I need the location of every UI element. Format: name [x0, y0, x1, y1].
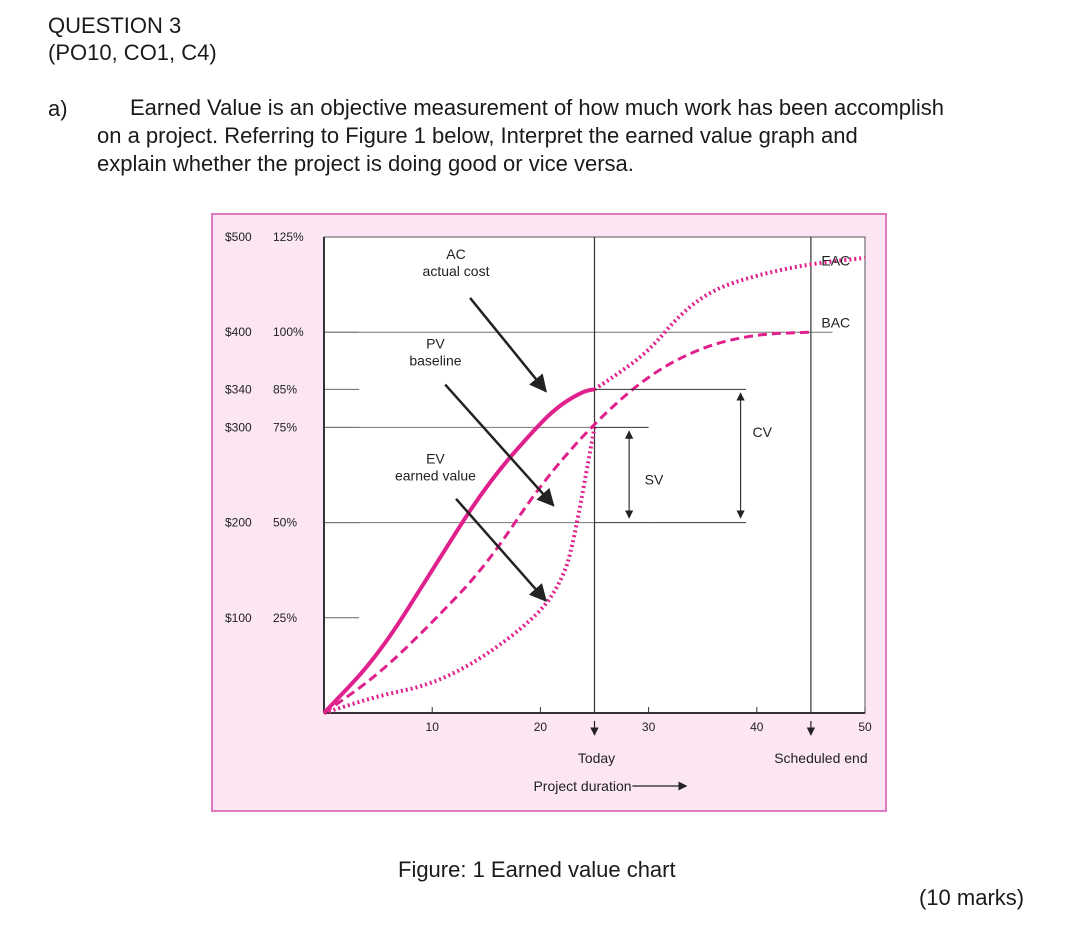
y-tick-money: $340 — [225, 382, 252, 396]
y-tick-money: $300 — [225, 420, 252, 434]
series-ac-label: AC — [446, 246, 465, 262]
question-text: Earned Value is an objective measurement… — [97, 94, 1057, 178]
y-tick-pct: 50% — [273, 516, 297, 530]
today-label: Today — [578, 750, 615, 766]
question-text-line-1: Earned Value is an objective measurement… — [130, 95, 945, 120]
question-heading: QUESTION 3 — [48, 13, 182, 38]
x-tick-label: 10 — [426, 720, 440, 734]
x-axis-title: Project duration — [533, 778, 631, 794]
bac-label: BAC — [821, 314, 850, 330]
y-tick-pct: 85% — [273, 382, 297, 396]
series-ev-sublabel: earned value — [395, 468, 476, 484]
x-tick-label: 50 — [858, 720, 872, 734]
y-tick-pct: 75% — [273, 420, 297, 434]
series-eac-forecast-curve — [593, 255, 866, 391]
series-ac-pointer — [469, 297, 547, 393]
figure-frame: $500 125% $400 100% $340 85% $300 75% $200 50% $10… — [211, 213, 887, 812]
series-pv-curve — [323, 330, 811, 715]
series-ev-pointer — [455, 497, 547, 602]
y-tick-money: $100 — [225, 611, 252, 625]
y-tick-pct: 125% — [273, 230, 304, 244]
question-text-line-3: explain whether the project is doing goo… — [97, 151, 634, 176]
eac-label: EAC — [821, 253, 850, 269]
part-label: a) — [48, 96, 68, 121]
series-pv-label: PV — [426, 335, 445, 351]
series-ac-sublabel: actual cost — [423, 263, 490, 279]
series-ac-curve — [322, 387, 595, 715]
earned-value-chart: $500 125% $400 100% $340 85% $300 75% $200 50% $10… — [225, 230, 872, 794]
question-text-line-2: on a project. Referring to Figure 1 belo… — [97, 123, 858, 148]
question-codes: (PO10, CO1, C4) — [48, 40, 217, 65]
series-pv-pointer — [444, 383, 555, 507]
y-tick-pct: 100% — [273, 325, 304, 339]
y-tick-money: $200 — [225, 516, 252, 530]
y-tick-money: $500 — [225, 230, 252, 244]
marks-label: (10 marks) — [919, 885, 1025, 910]
cv-label: CV — [752, 424, 772, 440]
question-header: QUESTION 3 (PO10, CO1, C4) — [48, 12, 217, 66]
sv-label: SV — [645, 472, 664, 488]
series-ev-label: EV — [426, 451, 445, 467]
scheduled-end-label: Scheduled end — [774, 750, 867, 766]
x-tick-label: 20 — [534, 720, 548, 734]
y-tick-money: $400 — [225, 325, 252, 339]
y-tick-pct: 25% — [273, 611, 297, 625]
x-tick-label: 40 — [750, 720, 764, 734]
figure-caption: Figure: 1 Earned value chart — [398, 857, 676, 882]
x-tick-label: 30 — [642, 720, 656, 734]
series-pv-sublabel: baseline — [409, 352, 461, 368]
